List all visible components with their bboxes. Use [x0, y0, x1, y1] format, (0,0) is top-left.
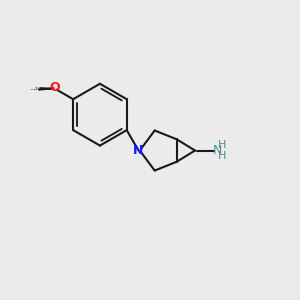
Text: methoxy3: methoxy3 [36, 88, 43, 89]
Text: methoxy: methoxy [34, 88, 40, 90]
Text: methoxy2: methoxy2 [31, 89, 38, 90]
Text: methoxy: methoxy [35, 87, 41, 88]
Text: H: H [218, 140, 226, 150]
Text: N: N [212, 144, 222, 157]
Text: H: H [218, 151, 226, 161]
Text: O: O [49, 81, 60, 94]
Text: N: N [133, 144, 144, 157]
